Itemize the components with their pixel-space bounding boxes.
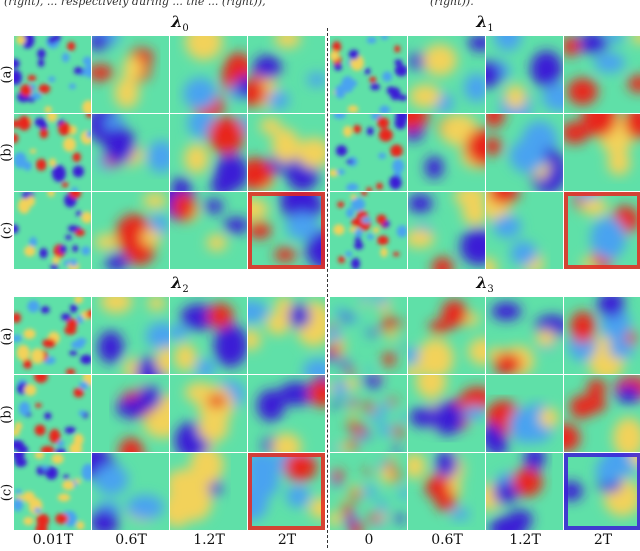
field-panel bbox=[486, 114, 563, 191]
field-panel bbox=[170, 114, 247, 191]
col-label-right-2: 1.2T bbox=[509, 532, 541, 548]
field-panel bbox=[92, 192, 169, 269]
field-panel bbox=[486, 192, 563, 269]
field-panel bbox=[564, 453, 640, 530]
field-panel bbox=[248, 297, 325, 374]
field-panel bbox=[564, 36, 640, 113]
field-panel bbox=[486, 297, 563, 374]
field-panel bbox=[330, 114, 407, 191]
caption-left: (right), ... respectively during ... the… bbox=[4, 0, 266, 8]
title-lambda-0: λ0 bbox=[171, 12, 189, 35]
title-lambda-1: λ1 bbox=[476, 12, 494, 35]
col-label-right-3: 2T bbox=[593, 532, 613, 548]
col-label-left-2: 1.2T bbox=[193, 532, 225, 548]
field-panel bbox=[14, 453, 91, 530]
row-label-b-bottom: (b) bbox=[0, 405, 15, 424]
field-panel bbox=[486, 36, 563, 113]
row-label-a-top: (a) bbox=[0, 65, 15, 84]
row-label-c-bottom: (c) bbox=[0, 483, 15, 502]
field-panel bbox=[564, 192, 640, 269]
field-panel bbox=[14, 36, 91, 113]
field-panel bbox=[170, 36, 247, 113]
field-panel bbox=[170, 297, 247, 374]
field-panel bbox=[14, 192, 91, 269]
field-panel bbox=[170, 453, 247, 530]
field-panel bbox=[330, 453, 407, 530]
field-panel bbox=[408, 36, 485, 113]
field-panel bbox=[248, 114, 325, 191]
col-label-left-1: 0.6T bbox=[115, 532, 147, 548]
col-label-left-0: 0.01T bbox=[32, 532, 74, 548]
row-label-b-top: (b) bbox=[0, 143, 15, 162]
field-panel bbox=[248, 453, 325, 530]
field-panel bbox=[408, 453, 485, 530]
field-panel bbox=[330, 375, 407, 452]
field-panel bbox=[408, 297, 485, 374]
title-lambda-3: λ3 bbox=[476, 273, 494, 296]
field-panel bbox=[408, 192, 485, 269]
field-panel bbox=[248, 36, 325, 113]
field-panel bbox=[486, 453, 563, 530]
row-label-a-bottom: (a) bbox=[0, 327, 15, 346]
field-panel bbox=[92, 453, 169, 530]
field-panel bbox=[330, 192, 407, 269]
field-panel bbox=[248, 192, 325, 269]
field-panel bbox=[330, 297, 407, 374]
field-panel bbox=[486, 375, 563, 452]
field-panel bbox=[92, 36, 169, 113]
caption-right: (right)). bbox=[430, 0, 474, 8]
vertical-dashed-divider bbox=[327, 28, 328, 548]
field-panel bbox=[564, 297, 640, 374]
field-panel bbox=[170, 192, 247, 269]
col-label-left-3: 2T bbox=[277, 532, 297, 548]
caption-fragment: (right), ... respectively during ... the… bbox=[0, 0, 640, 12]
field-panel bbox=[170, 375, 247, 452]
field-panel bbox=[564, 375, 640, 452]
field-panel bbox=[92, 375, 169, 452]
field-panel bbox=[92, 114, 169, 191]
field-panel bbox=[92, 297, 169, 374]
field-panel bbox=[248, 375, 325, 452]
title-lambda-2: λ2 bbox=[171, 273, 189, 296]
field-panel bbox=[14, 297, 91, 374]
col-label-right-1: 0.6T bbox=[431, 532, 463, 548]
field-panel bbox=[14, 114, 91, 191]
col-label-right-0: 0 bbox=[364, 532, 374, 548]
row-label-c-top: (c) bbox=[0, 221, 15, 240]
field-panel bbox=[408, 375, 485, 452]
field-panel bbox=[330, 36, 407, 113]
field-panel bbox=[564, 114, 640, 191]
field-panel bbox=[408, 114, 485, 191]
field-panel bbox=[14, 375, 91, 452]
